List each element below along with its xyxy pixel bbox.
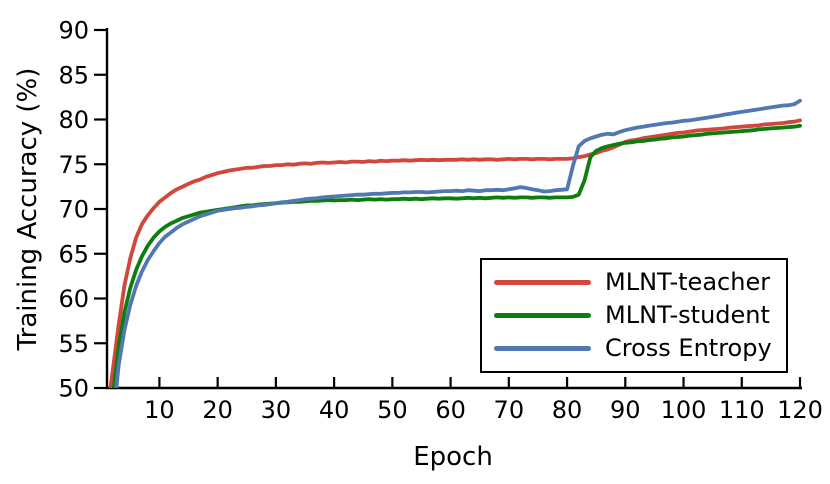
legend: MLNT-teacher MLNT-student Cross Entropy: [480, 258, 788, 373]
x-tick-label: 50: [377, 396, 408, 424]
x-tick-label: 70: [494, 396, 525, 424]
x-tick-label: 90: [610, 396, 641, 424]
legend-label: MLNT-teacher: [605, 268, 771, 297]
y-tick-label: 55: [58, 330, 89, 358]
x-tick-label: 10: [144, 396, 175, 424]
x-tick-label: 110: [719, 396, 765, 424]
legend-label: Cross Entropy: [605, 334, 772, 363]
legend-item: MLNT-student: [494, 301, 776, 330]
legend-item: MLNT-teacher: [494, 268, 776, 297]
series-line-mlnt-teacher: [108, 118, 802, 388]
x-tick-label: 100: [661, 396, 707, 424]
y-axis-label: Training Accuracy (%): [13, 67, 43, 351]
y-tick-label: 90: [58, 17, 89, 45]
legend-item: Cross Entropy: [494, 334, 776, 363]
legend-line-swatch: [494, 345, 591, 351]
x-tick-label: 20: [202, 396, 233, 424]
y-tick-label: 70: [58, 196, 89, 224]
legend-line-swatch: [494, 279, 591, 285]
x-tick-label: 120: [777, 396, 823, 424]
x-tick-label: 30: [261, 396, 292, 424]
y-tick-label: 85: [58, 61, 89, 89]
x-tick-label: 40: [319, 396, 350, 424]
y-tick-label: 75: [58, 151, 89, 179]
y-tick-label: 50: [58, 375, 89, 403]
x-tick-label: 60: [435, 396, 466, 424]
series-line-cross-entropy: [114, 98, 802, 388]
legend-label: MLNT-student: [605, 301, 770, 330]
legend-line-swatch: [494, 312, 591, 318]
x-tick-label: 80: [552, 396, 583, 424]
y-tick-label: 80: [58, 106, 89, 134]
x-axis-label: Epoch: [413, 442, 493, 472]
y-tick-label: 65: [58, 240, 89, 268]
y-tick-label: 60: [58, 285, 89, 313]
